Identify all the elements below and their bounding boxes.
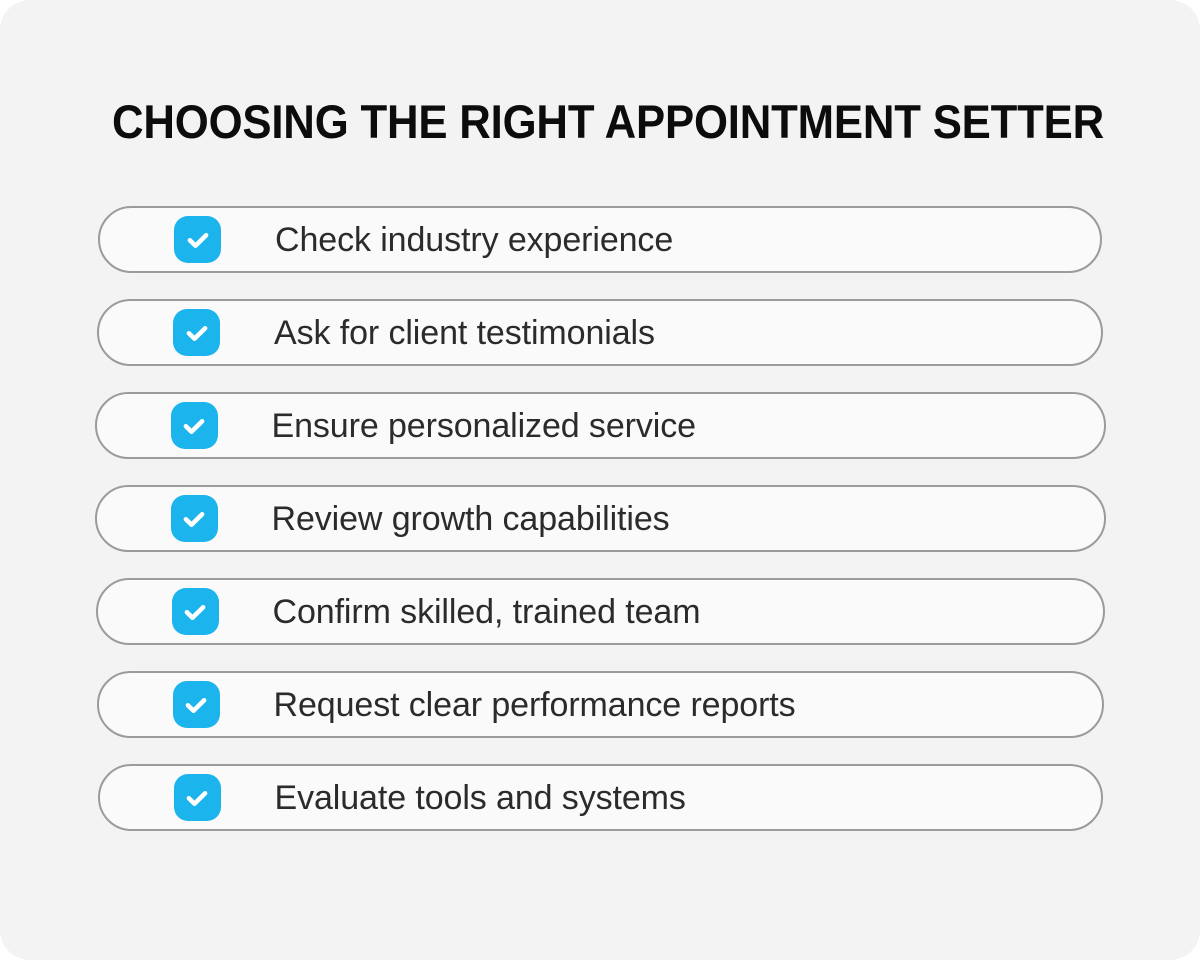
list-item-label: Review growth capabilities <box>271 499 670 538</box>
check-icon[interactable] <box>170 495 218 542</box>
check-icon[interactable] <box>170 402 218 449</box>
list-item[interactable]: Request clear performance reports <box>96 671 1104 738</box>
list-item[interactable]: Ensure personalized service <box>94 392 1106 459</box>
list-item[interactable]: Check industry experience <box>98 206 1102 273</box>
check-icon[interactable] <box>172 681 220 728</box>
check-icon[interactable] <box>173 309 220 356</box>
list-item-label: Ask for client testimonials <box>274 313 655 352</box>
check-icon[interactable] <box>171 588 219 635</box>
list-item-label: Ensure personalized service <box>271 406 697 445</box>
checklist: Check industry experience Ask for client… <box>0 206 1200 831</box>
check-icon[interactable] <box>173 774 221 821</box>
list-item[interactable]: Evaluate tools and systems <box>97 764 1103 831</box>
list-item-label: Check industry experience <box>275 220 674 259</box>
list-item-label: Request clear performance reports <box>273 685 796 724</box>
list-item[interactable]: Confirm skilled, trained team <box>95 578 1105 645</box>
page-title: CHOOSING THE RIGHT APPOINTMENT SETTER <box>112 95 1105 148</box>
list-item[interactable]: Ask for client testimonials <box>97 299 1103 366</box>
list-item[interactable]: Review growth capabilities <box>94 485 1106 552</box>
list-item-label: Evaluate tools and systems <box>274 778 686 817</box>
check-icon[interactable] <box>174 216 221 263</box>
list-item-label: Confirm skilled, trained team <box>272 592 701 631</box>
